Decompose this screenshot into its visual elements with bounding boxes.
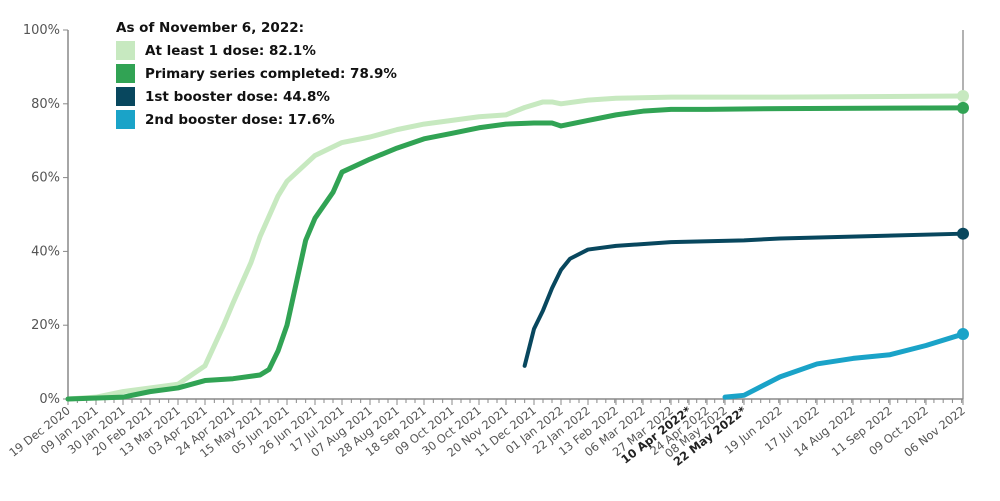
end-point-marker-icon[interactable] — [957, 90, 969, 103]
legend-label: Primary series completed: 78.9% — [145, 65, 397, 82]
legend-label: At least 1 dose: 82.1% — [145, 42, 316, 59]
y-tick-label: 60% — [31, 171, 60, 186]
series-line-2nd-booster-dose — [722, 331, 966, 400]
y-tick-label: 40% — [31, 244, 60, 259]
legend: As of November 6, 2022: At least 1 dose:… — [116, 20, 397, 131]
y-tick-label: 0% — [39, 392, 60, 407]
end-point-marker-icon[interactable] — [957, 227, 969, 240]
swatch-icon — [116, 64, 135, 83]
series-line-1st-booster-dose — [522, 231, 965, 368]
legend-item-at-least-1-dose: At least 1 dose: 82.1% — [116, 39, 397, 62]
swatch-icon — [116, 110, 135, 129]
series-line-primary-series-completed — [65, 105, 966, 402]
y-tick-label: 100% — [23, 23, 60, 38]
series-lines — [65, 90, 969, 402]
y-tick-label: 80% — [31, 97, 60, 112]
swatch-icon — [116, 41, 135, 60]
swatch-icon — [116, 87, 135, 106]
legend-item-1st-booster: 1st booster dose: 44.8% — [116, 85, 397, 108]
y-tick-label: 20% — [31, 318, 60, 333]
end-point-marker-icon[interactable] — [957, 328, 969, 341]
series-line-at-least-1-dose — [65, 93, 966, 402]
legend-item-primary-series: Primary series completed: 78.9% — [116, 62, 397, 85]
legend-title: As of November 6, 2022: — [116, 20, 304, 36]
legend-label: 1st booster dose: 44.8% — [145, 88, 330, 105]
legend-label: 2nd booster dose: 17.6% — [145, 111, 335, 128]
end-point-marker-icon[interactable] — [957, 101, 969, 114]
legend-item-2nd-booster: 2nd booster dose: 17.6% — [116, 108, 397, 131]
